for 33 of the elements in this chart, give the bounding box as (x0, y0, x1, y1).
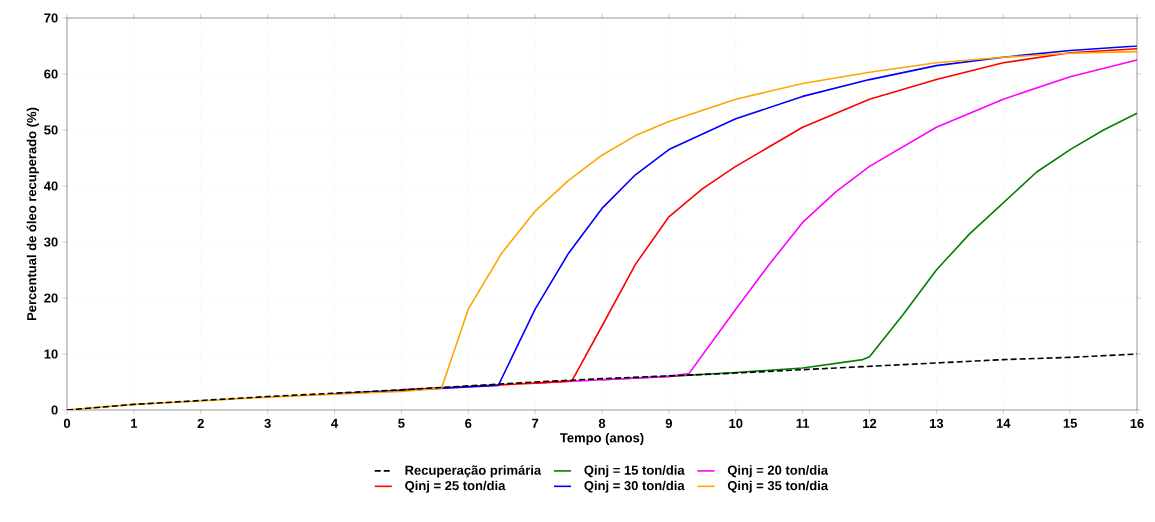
y-tick-label: 40 (43, 181, 58, 191)
legend-label: Qinj = 25 ton/dia (405, 480, 506, 493)
legend-label: Qinj = 30 ton/dia (584, 480, 685, 493)
y-tick-label: 30 (44, 237, 58, 247)
x-tick-label: 3 (264, 418, 271, 429)
y-axis-title: Percentual de óleo recuperado (%) (26, 107, 39, 321)
x-tick-label: 14 (996, 418, 1011, 428)
y-tick-label: 20 (44, 293, 58, 303)
x-tick-label: 15 (1063, 418, 1077, 428)
legend-label: Qinj = 35 ton/dia (727, 480, 829, 493)
legend-label: Qinj = 20 ton/dia (727, 465, 829, 478)
y-tick-label: 0 (51, 405, 58, 415)
x-axis-title: Tempo (anos) (560, 432, 644, 446)
x-tick-label: 2 (197, 418, 204, 428)
y-tick-label: 60 (44, 69, 58, 79)
y-tick-label: 70 (44, 13, 58, 23)
legend-label: Qinj = 15 ton/dia (584, 465, 685, 478)
x-tick-label: 16 (1130, 418, 1144, 428)
x-tick-label: 4 (331, 418, 339, 428)
x-tick-label: 5 (398, 418, 405, 428)
x-tick-label: 1 (131, 418, 138, 428)
x-tick-label: 13 (929, 418, 944, 429)
y-tick-label: 10 (44, 349, 58, 359)
x-tick-label: 0 (63, 418, 71, 428)
x-tick-label: 9 (665, 418, 673, 428)
legend-label: Recuperação primária (405, 465, 542, 478)
x-tick-label: 10 (729, 418, 743, 428)
x-tick-label: 7 (532, 418, 539, 428)
x-tick-label: 8 (598, 418, 606, 428)
y-tick-label: 50 (44, 125, 58, 135)
x-tick-label: 12 (863, 418, 877, 428)
x-tick-label: 11 (796, 418, 810, 428)
x-tick-label: 6 (465, 418, 472, 428)
